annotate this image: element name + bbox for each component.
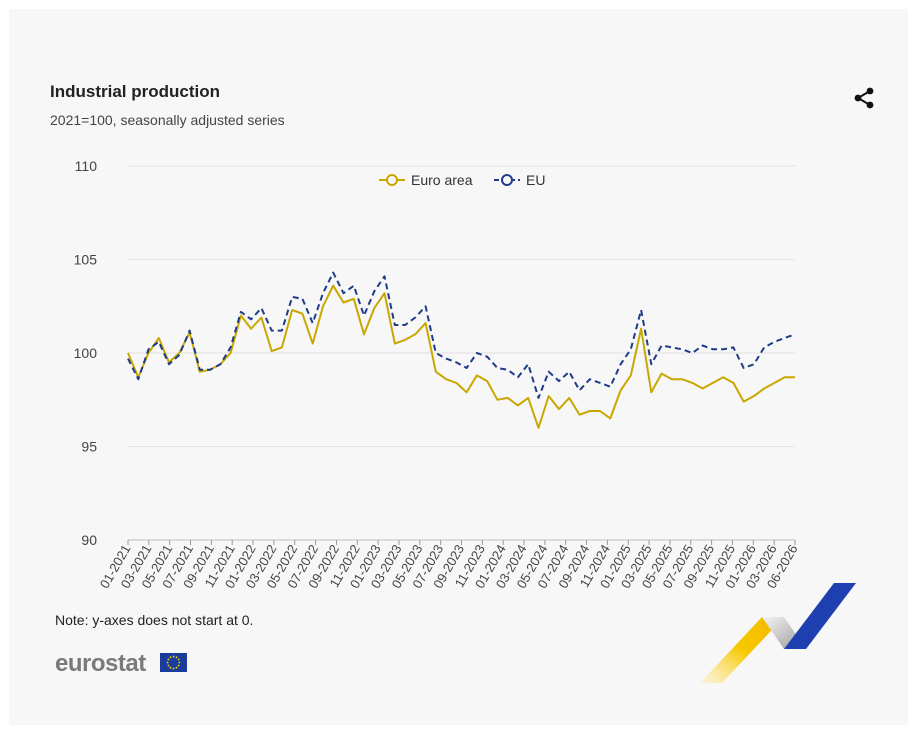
y-tick-label: 100 bbox=[74, 345, 98, 361]
legend-label-euro-area[interactable]: Euro area bbox=[411, 172, 473, 188]
eurostat-logo: eurostat bbox=[55, 650, 146, 677]
y-tick-label: 90 bbox=[81, 532, 97, 548]
decorative-ribbon bbox=[700, 583, 856, 683]
chart-card bbox=[9, 9, 908, 725]
series-line-euro-area[interactable] bbox=[127, 284, 795, 429]
legend-label-eu[interactable]: EU bbox=[526, 172, 545, 188]
y-tick-label: 95 bbox=[81, 439, 97, 455]
y-tick-label: 105 bbox=[74, 252, 98, 268]
eu-flag-icon bbox=[160, 653, 187, 672]
chart-subtitle: 2021=100, seasonally adjusted series bbox=[50, 112, 285, 128]
share-icon[interactable] bbox=[852, 86, 876, 110]
legend-marker-eu bbox=[501, 174, 513, 186]
legend-marker-euro-area bbox=[386, 174, 398, 186]
chart-note: Note: y-axes does not start at 0. bbox=[55, 612, 254, 628]
series-line-eu[interactable] bbox=[127, 271, 796, 399]
chart-title: Industrial production bbox=[50, 82, 220, 101]
y-tick-label: 110 bbox=[75, 158, 98, 174]
